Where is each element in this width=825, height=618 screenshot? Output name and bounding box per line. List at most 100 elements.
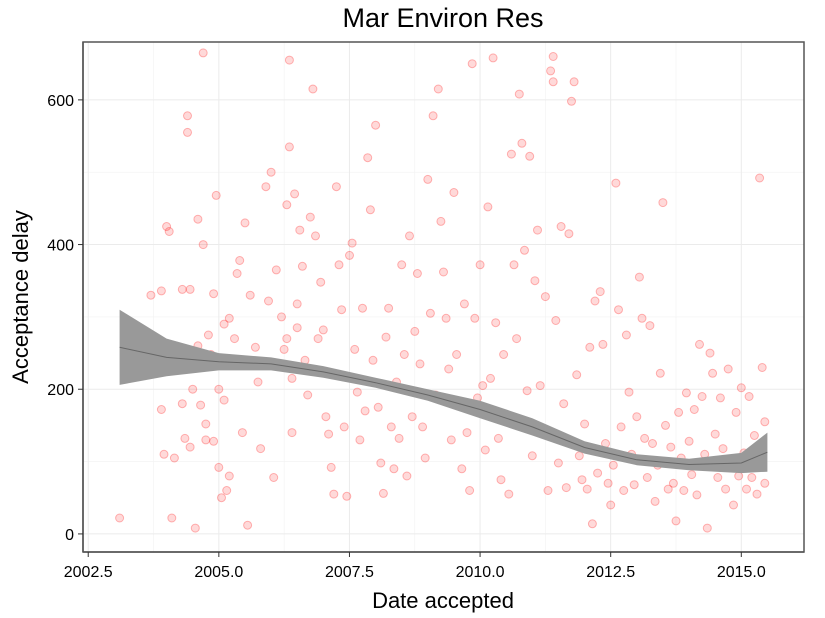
data-point [405,231,414,241]
data-point [723,364,733,374]
data-point [329,489,339,499]
data-point [219,319,229,329]
chart-title: Mar Environ Res [342,3,543,33]
y-tick-label: 600 [47,93,74,110]
data-point [522,386,532,396]
y-axis: 0 200 400 600 [47,42,84,552]
data-point [245,290,255,300]
data-point [567,96,576,106]
data-point [648,439,657,448]
data-point [313,334,323,344]
data-point [415,359,425,369]
data-point [582,484,592,494]
data-point [595,287,605,297]
data-point [237,428,247,438]
data-point [543,486,553,495]
data-point [162,222,172,231]
data-point [621,330,631,340]
data-point [381,332,391,342]
data-point [185,442,195,452]
data-point [287,428,297,438]
data-point [587,519,597,529]
data-point [269,473,279,482]
data-point [284,142,294,152]
data-point [420,453,430,463]
data-point [483,202,493,212]
data-point [449,188,459,197]
data-point [402,471,412,481]
data-point [316,277,326,287]
data-point [478,381,488,391]
data-point [608,460,618,470]
data-point [394,433,404,443]
data-point [352,387,362,397]
data-point [183,111,192,121]
data-point [527,451,537,461]
data-point [180,433,190,443]
data-point [196,400,206,410]
data-point [574,451,584,461]
data-point [606,500,616,510]
data-point [619,486,629,495]
data-point [611,178,621,188]
data-point [640,433,650,443]
data-point [580,419,590,429]
data-point [337,305,347,315]
data-point [645,321,655,331]
data-point [614,305,623,315]
data-point [569,77,579,87]
data-point [156,286,166,296]
data-point [760,478,770,488]
data-point [634,272,644,282]
data-point [679,486,689,495]
data-point [734,471,744,481]
data-point [564,229,574,239]
data-point [525,151,535,161]
data-point [551,316,561,325]
data-point [561,483,571,493]
data-point [230,334,239,344]
data-point [167,513,177,523]
data-point [650,496,660,506]
data-point [363,153,373,163]
data-point [553,458,563,468]
data-point [548,77,558,87]
data-point [462,428,472,438]
data-point [689,405,699,414]
data-point [452,350,462,359]
data-point [572,370,582,380]
data-point [624,387,634,397]
data-point [540,292,550,302]
data-point [305,212,315,222]
data-point [418,422,428,432]
data-point [266,167,276,177]
y-tick-label: 400 [47,238,74,255]
data-point [509,260,519,270]
data-point [488,53,498,63]
data-point [282,334,292,344]
data-point [548,52,558,61]
data-point [603,478,613,488]
data-point [760,417,770,427]
data-point [303,390,313,400]
data-point [235,256,245,265]
data-point [355,435,365,445]
data-point [412,269,422,278]
data-point [279,344,289,354]
data-point [190,523,200,533]
data-point [326,462,336,472]
data-point [661,420,670,430]
data-point [295,225,305,235]
data-point [465,486,475,495]
data-point [533,225,542,235]
data-point [425,308,435,318]
data-point [292,323,302,333]
data-point [729,500,738,510]
data-point [256,444,266,454]
data-point [177,284,187,294]
data-point [345,250,354,260]
data-point [457,464,467,474]
data-point [499,350,509,359]
data-point [593,468,603,478]
